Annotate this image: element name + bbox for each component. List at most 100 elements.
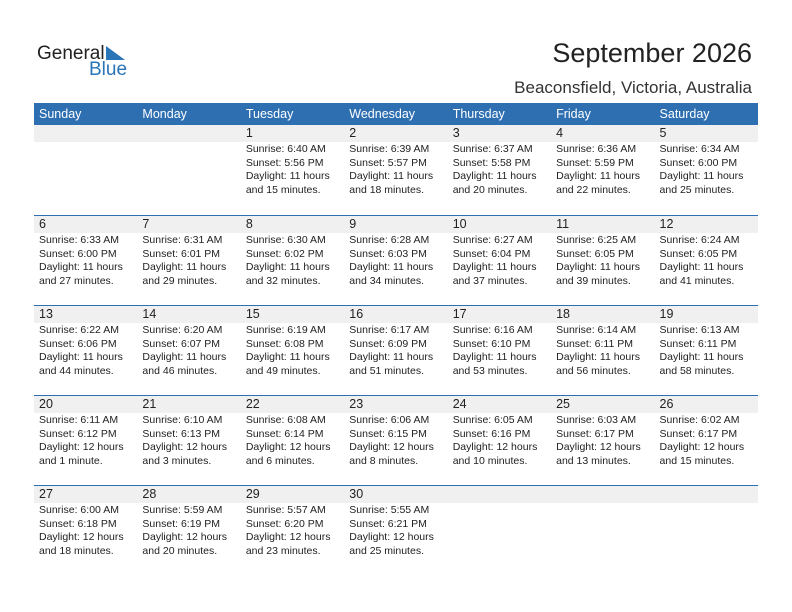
day-info: Sunrise: 6:14 AM Sunset: 6:11 PM Daylight:… (551, 323, 654, 378)
minutes-text: and 15 minutes. (245, 183, 321, 196)
sunrise-text: Sunrise: 6:39 AM (349, 143, 430, 155)
day-cell: 14 Sunrise: 6:20 AM Sunset: 6:07 PM Dayligh… (137, 306, 241, 395)
day-cell: 7 Sunrise: 6:31 AM Sunset: 6:01 PM Daylight… (137, 216, 241, 305)
minutes-text: and 27 minutes. (39, 274, 114, 287)
day-info: Sunrise: 6:22 AM Sunset: 6:06 PM Daylight:… (34, 323, 137, 378)
sunset-text: Sunset: 6:00 PM (39, 247, 117, 260)
day-number: 13 (34, 306, 138, 323)
sunrise-text: Sunrise: 6:17 AM (349, 324, 430, 336)
page-title: September 2026 (552, 38, 752, 68)
day-cell: 8 Sunrise: 6:30 AM Sunset: 6:02 PM Daylight… (240, 216, 345, 305)
sunrise-text: Sunrise: 6:31 AM (142, 234, 223, 246)
sunrise-text: Sunrise: 6:10 AM (142, 414, 223, 426)
sunrise-text: Sunrise: 6:36 AM (556, 143, 637, 155)
daylight-text: Daylight: 12 hours (142, 531, 228, 544)
day-info: Sunrise: 6:13 AM Sunset: 6:11 PM Daylight:… (655, 323, 758, 378)
daylight-text: Daylight: 11 hours (245, 351, 330, 364)
daylight-text: Daylight: 12 hours (452, 441, 538, 454)
sunrise-text: Sunrise: 6:28 AM (349, 234, 430, 246)
daylight-text: Daylight: 12 hours (39, 441, 124, 454)
day-number: 29 (240, 486, 345, 503)
day-number: 8 (240, 216, 345, 233)
minutes-text: and 6 minutes. (245, 454, 315, 467)
minutes-text: and 20 minutes. (452, 183, 528, 196)
day-number: 6 (34, 216, 138, 233)
daylight-text: Daylight: 11 hours (142, 351, 227, 364)
day-cell: 3 Sunrise: 6:37 AM Sunset: 5:58 PM Daylight… (447, 125, 552, 215)
sunset-text: Sunset: 6:13 PM (142, 427, 221, 440)
day-number: 5 (654, 125, 758, 142)
sunset-text: Sunset: 6:11 PM (659, 337, 737, 350)
sunrise-text: Sunrise: 6:33 AM (39, 234, 119, 246)
day-cell: 21 Sunrise: 6:10 AM Sunset: 6:13 PM Dayligh… (137, 396, 241, 485)
day-cell: 5 Sunrise: 6:34 AM Sunset: 6:00 PM Daylight… (654, 125, 758, 215)
day-info: Sunrise: 6:27 AM Sunset: 6:04 PM Daylight:… (448, 233, 551, 288)
daylight-text: Daylight: 11 hours (659, 261, 744, 274)
daylight-text: Daylight: 12 hours (39, 531, 124, 544)
day-info: Sunrise: 6:00 AM Sunset: 6:18 PM Daylight:… (34, 503, 137, 558)
logo-triangle-icon (106, 46, 125, 60)
day-number: 22 (240, 396, 345, 413)
day-cell: 15 Sunrise: 6:19 AM Sunset: 6:08 PM Dayligh… (240, 306, 345, 395)
sunset-text: Sunset: 6:02 PM (245, 247, 324, 260)
daylight-text: Daylight: 11 hours (349, 351, 434, 364)
day-cell: 29 Sunrise: 5:57 AM Sunset: 6:20 PM Dayligh… (240, 486, 345, 575)
sunset-text: Sunset: 6:07 PM (142, 337, 221, 350)
minutes-text: and 10 minutes. (452, 454, 528, 467)
sunrise-text: Sunrise: 6:02 AM (659, 414, 740, 426)
daylight-text: Daylight: 12 hours (556, 441, 641, 454)
sunset-text: Sunset: 6:11 PM (556, 337, 633, 350)
day-number: 17 (447, 306, 552, 323)
minutes-text: and 46 minutes. (142, 364, 218, 377)
day-number: 1 (240, 125, 345, 142)
minutes-text: and 37 minutes. (452, 274, 528, 287)
sunset-text: Sunset: 6:17 PM (659, 427, 738, 440)
daylight-text: Daylight: 12 hours (349, 441, 434, 454)
day-cell: 24 Sunrise: 6:05 AM Sunset: 6:16 PM Dayligh… (447, 396, 552, 485)
day-cell: 22 Sunrise: 6:08 AM Sunset: 6:14 PM Dayligh… (240, 396, 345, 485)
sunrise-text: Sunrise: 6:24 AM (659, 234, 740, 246)
day-number: 4 (551, 125, 655, 142)
sunrise-text: Sunrise: 6:03 AM (556, 414, 637, 426)
day-cell: 12 Sunrise: 6:24 AM Sunset: 6:05 PM Dayligh… (654, 216, 758, 305)
minutes-text: and 41 minutes. (659, 274, 735, 287)
week-row: 13 Sunrise: 6:22 AM Sunset: 6:06 PM Dayligh… (34, 305, 758, 395)
day-info: Sunrise: 6:06 AM Sunset: 6:15 PM Daylight:… (344, 413, 447, 468)
day-cell: 11 Sunrise: 6:25 AM Sunset: 6:05 PM Dayligh… (551, 216, 655, 305)
day-number: 20 (34, 396, 138, 413)
day-info: Sunrise: 6:33 AM Sunset: 6:00 PM Daylight:… (34, 233, 137, 288)
day-info: Sunrise: 6:02 AM Sunset: 6:17 PM Daylight:… (655, 413, 758, 468)
day-cell: 4 Sunrise: 6:36 AM Sunset: 5:59 PM Daylight… (551, 125, 655, 215)
day-info: Sunrise: 6:36 AM Sunset: 5:59 PM Daylight:… (551, 142, 654, 197)
day-cell: 18 Sunrise: 6:14 AM Sunset: 6:11 PM Dayligh… (551, 306, 655, 395)
weekday-header: Sunday Monday Tuesday Wednesday Thursday Frid… (34, 103, 758, 125)
day-cell: 20 Sunrise: 6:11 AM Sunset: 6:12 PM Dayligh… (34, 396, 138, 485)
day-number: 15 (240, 306, 345, 323)
sunset-text: Sunset: 6:04 PM (452, 247, 531, 260)
minutes-text: and 3 minutes. (142, 454, 212, 467)
day-info: Sunrise: 6:17 AM Sunset: 6:09 PM Daylight:… (344, 323, 447, 378)
sunrise-text: Sunrise: 6:40 AM (245, 143, 326, 155)
sunrise-text: Sunrise: 6:19 AM (245, 324, 326, 336)
day-number: 16 (344, 306, 448, 323)
week-row: 20 Sunrise: 6:11 AM Sunset: 6:12 PM Dayligh… (34, 395, 758, 485)
sunset-text: Sunset: 6:12 PM (39, 427, 117, 440)
day-cell: 28 Sunrise: 5:59 AM Sunset: 6:19 PM Dayligh… (137, 486, 241, 575)
sunset-text: Sunset: 6:14 PM (245, 427, 324, 440)
sunset-text: Sunset: 6:01 PM (142, 247, 221, 260)
day-number: 30 (344, 486, 448, 503)
sunset-text: Sunset: 6:10 PM (452, 337, 531, 350)
day-cell: 9 Sunrise: 6:28 AM Sunset: 6:03 PM Daylight… (344, 216, 448, 305)
day-info: Sunrise: 6:37 AM Sunset: 5:58 PM Daylight:… (448, 142, 551, 197)
minutes-text: and 53 minutes. (452, 364, 528, 377)
day-info: Sunrise: 6:31 AM Sunset: 6:01 PM Daylight:… (137, 233, 240, 288)
weekday-friday: Friday (556, 107, 591, 121)
sunset-text: Sunset: 6:21 PM (349, 517, 427, 530)
day-cell: 23 Sunrise: 6:06 AM Sunset: 6:15 PM Dayligh… (344, 396, 448, 485)
sunrise-text: Sunrise: 6:37 AM (452, 143, 533, 155)
weekday-wednesday: Wednesday (349, 107, 416, 121)
day-info: Sunrise: 5:57 AM Sunset: 6:20 PM Daylight:… (241, 503, 344, 558)
weekday-sunday: Sunday (39, 107, 82, 121)
empty-cell (137, 125, 241, 215)
day-number: 25 (551, 396, 655, 413)
